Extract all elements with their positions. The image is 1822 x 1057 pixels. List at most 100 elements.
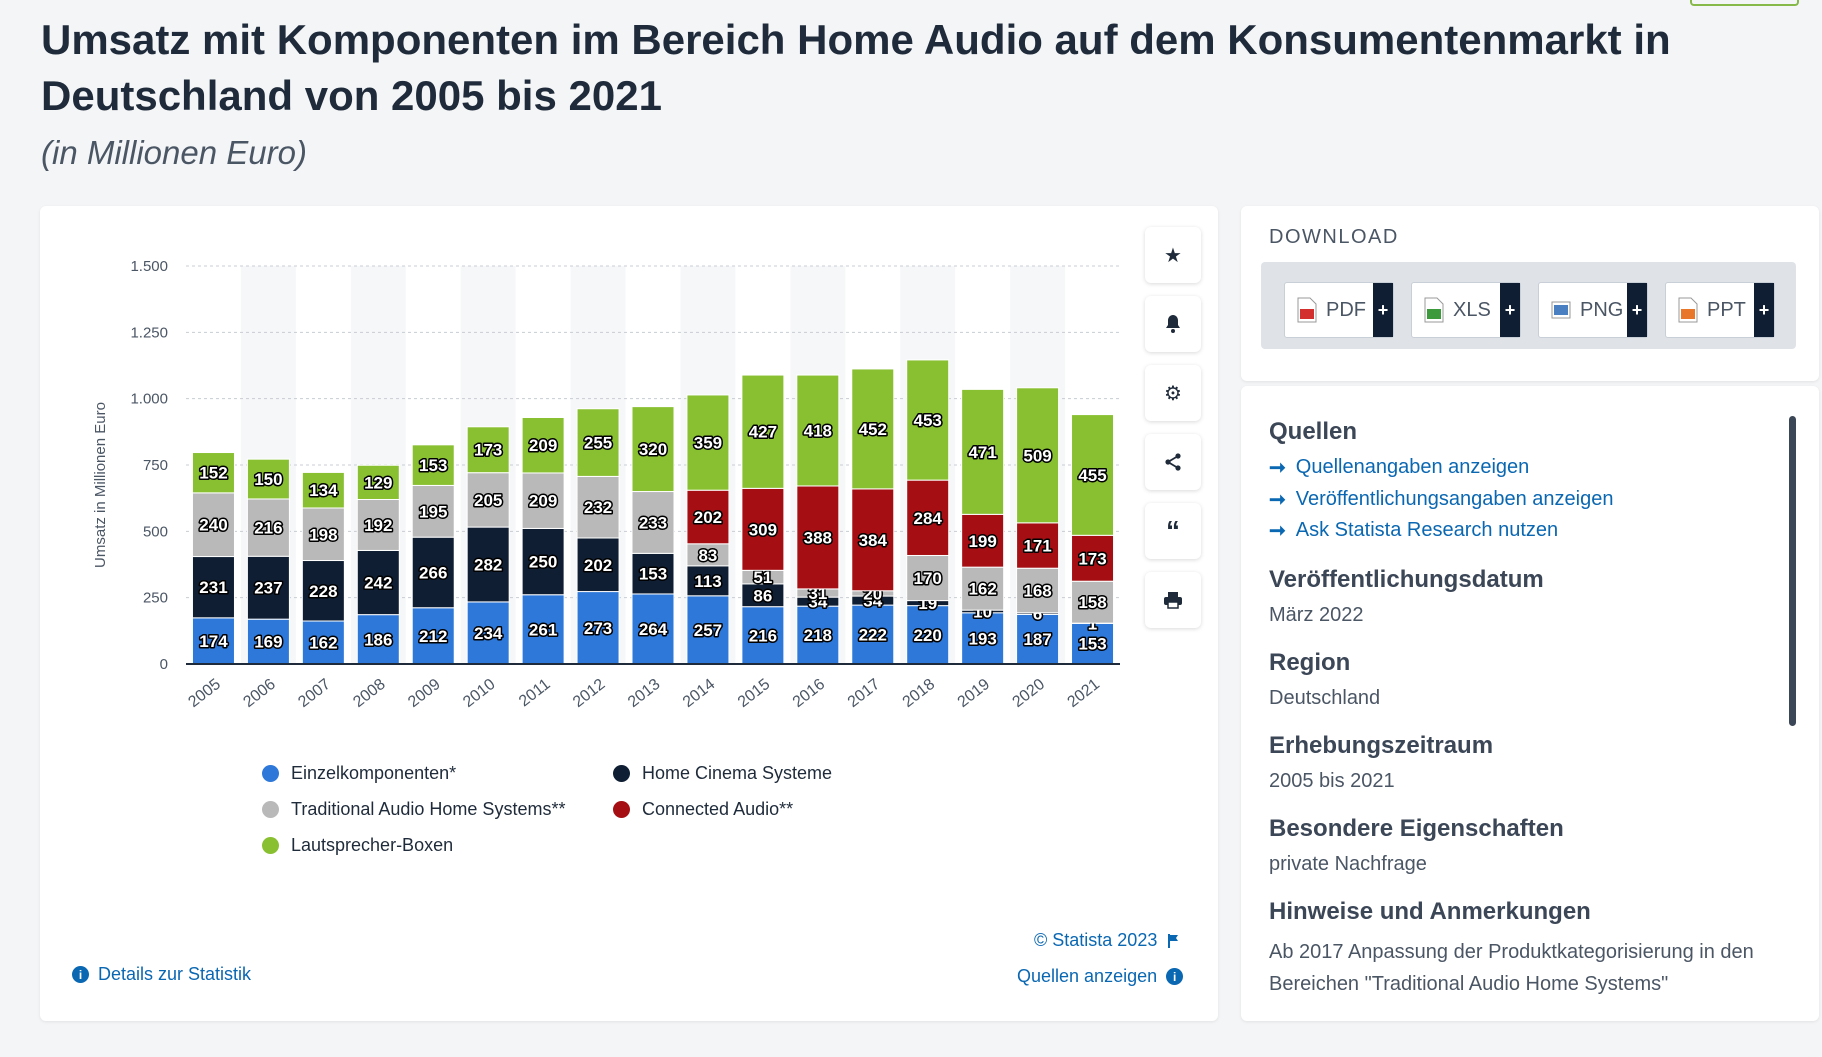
quote-icon: “ bbox=[1166, 515, 1180, 546]
favorite-button[interactable]: ★ bbox=[1145, 227, 1201, 283]
x-tick-label: 2020 bbox=[1010, 676, 1049, 711]
details-link-text: Details zur Statistik bbox=[98, 964, 252, 984]
research-link-text: Ask Statista Research nutzen bbox=[1295, 519, 1559, 541]
data-label: 222 bbox=[859, 626, 887, 645]
data-label: 150 bbox=[254, 470, 282, 489]
share-button[interactable] bbox=[1145, 434, 1201, 490]
data-label: 359 bbox=[694, 434, 722, 453]
png-file-icon bbox=[1551, 297, 1571, 323]
data-label: 153 bbox=[639, 565, 667, 584]
bar-segment bbox=[851, 604, 895, 665]
data-label: 427 bbox=[749, 423, 777, 442]
data-label: 193 bbox=[968, 629, 996, 648]
data-label: 255 bbox=[584, 434, 612, 453]
x-tick-label: 2008 bbox=[350, 676, 389, 711]
x-tick-label: 2019 bbox=[955, 676, 994, 711]
legend-item[interactable]: Einzelkomponenten* bbox=[262, 763, 456, 784]
y-tick-label: 1.000 bbox=[130, 391, 168, 408]
plus-icon: + bbox=[1500, 283, 1520, 337]
bar-segment bbox=[191, 492, 235, 558]
copyright[interactable]: © Statista 2023 bbox=[1034, 930, 1181, 951]
research-link[interactable]: ➞ Ask Statista Research nutzen bbox=[1269, 518, 1558, 543]
data-label: 228 bbox=[309, 582, 337, 601]
data-label: 113 bbox=[694, 572, 721, 591]
bar-segment bbox=[796, 374, 840, 487]
x-tick-label: 2013 bbox=[625, 676, 664, 711]
x-tick-label: 2009 bbox=[405, 676, 444, 711]
data-label: 83 bbox=[698, 546, 717, 565]
bar-segment bbox=[686, 489, 730, 545]
download-ppt-button[interactable]: PPT + bbox=[1665, 282, 1775, 338]
x-tick-label: 2010 bbox=[460, 676, 499, 711]
bar-segment bbox=[191, 617, 235, 665]
data-label: 216 bbox=[749, 626, 777, 645]
bar-segment bbox=[356, 549, 400, 616]
download-label: PPT bbox=[1707, 298, 1746, 321]
section-heading: Erhebungszeitraum bbox=[1269, 732, 1494, 759]
source-link[interactable]: ➞ Quellenangaben anzeigen bbox=[1269, 455, 1529, 480]
data-label: 158 bbox=[1078, 593, 1106, 612]
data-label: 173 bbox=[1078, 549, 1106, 568]
star-icon: ★ bbox=[1164, 244, 1182, 267]
ppt-file-icon bbox=[1678, 297, 1698, 323]
data-label: 320 bbox=[639, 440, 667, 459]
data-label: 198 bbox=[309, 525, 337, 544]
chart-toolbar: ★ ⚙ “ bbox=[1145, 227, 1201, 641]
bar-segment bbox=[466, 526, 510, 603]
data-label: 231 bbox=[199, 578, 227, 597]
data-label: 153 bbox=[419, 456, 447, 475]
settings-button[interactable]: ⚙ bbox=[1145, 365, 1201, 421]
x-tick-label: 2018 bbox=[900, 676, 939, 711]
legend-swatch bbox=[262, 801, 279, 818]
page-title: Umsatz mit Komponenten im Bereich Home A… bbox=[41, 16, 1671, 119]
notification-button[interactable] bbox=[1145, 296, 1201, 352]
legend-swatch bbox=[262, 837, 279, 854]
bar-segment bbox=[466, 472, 510, 528]
bar-segment bbox=[301, 471, 345, 509]
sources-link-text: Quellen anzeigen bbox=[1017, 966, 1158, 986]
details-link[interactable]: i Details zur Statistik bbox=[72, 964, 251, 985]
data-label: 284 bbox=[914, 509, 943, 528]
section-value: März 2022 bbox=[1269, 604, 1364, 626]
bar-segment bbox=[906, 479, 950, 556]
bar-segment bbox=[191, 452, 235, 494]
data-label: 202 bbox=[584, 556, 612, 575]
bar-segment bbox=[246, 618, 290, 665]
bar-segment bbox=[686, 595, 730, 665]
legend-item[interactable]: Connected Audio** bbox=[613, 799, 793, 820]
data-label: 509 bbox=[1023, 446, 1051, 465]
data-label: 453 bbox=[914, 411, 942, 430]
y-axis-title: Umsatz in Millionen Euro bbox=[92, 402, 109, 568]
publication-link[interactable]: ➞ Veröffentlichungsangaben anzeigen bbox=[1269, 487, 1613, 512]
data-label: 187 bbox=[1023, 630, 1051, 649]
legend-item[interactable]: Traditional Audio Home Systems** bbox=[262, 799, 565, 820]
plus-icon: + bbox=[1754, 283, 1774, 337]
data-label: 51 bbox=[753, 568, 772, 587]
print-button[interactable] bbox=[1145, 572, 1201, 628]
data-label: 273 bbox=[584, 619, 612, 638]
download-png-button[interactable]: PNG + bbox=[1538, 282, 1648, 338]
scrollbar[interactable] bbox=[1789, 416, 1796, 726]
bar-segment bbox=[246, 458, 290, 500]
bar-segment bbox=[1071, 534, 1115, 582]
download-title: DOWNLOAD bbox=[1269, 226, 1399, 248]
bar-segment bbox=[961, 388, 1005, 515]
sources-link[interactable]: Quellen anzeigen i bbox=[1017, 966, 1184, 987]
bar-segment bbox=[521, 527, 565, 596]
data-label: 205 bbox=[474, 491, 502, 510]
bar-segment bbox=[961, 612, 1005, 665]
x-tick-label: 2012 bbox=[570, 676, 609, 711]
cite-button[interactable]: “ bbox=[1145, 503, 1201, 559]
bar-segment bbox=[906, 554, 950, 602]
bell-icon bbox=[1166, 315, 1180, 333]
download-pdf-button[interactable]: PDF + bbox=[1284, 282, 1394, 338]
x-tick-label: 2017 bbox=[845, 676, 884, 711]
bar-segment bbox=[796, 605, 840, 665]
legend-item[interactable]: Lautsprecher-Boxen bbox=[262, 835, 453, 856]
bar-segment bbox=[851, 488, 895, 592]
legend-label: Lautsprecher-Boxen bbox=[291, 835, 454, 855]
download-xls-button[interactable]: XLS + bbox=[1411, 282, 1521, 338]
legend-item[interactable]: Home Cinema Systeme bbox=[613, 763, 832, 784]
info-icon: i bbox=[72, 966, 89, 983]
data-label: 242 bbox=[364, 574, 392, 593]
